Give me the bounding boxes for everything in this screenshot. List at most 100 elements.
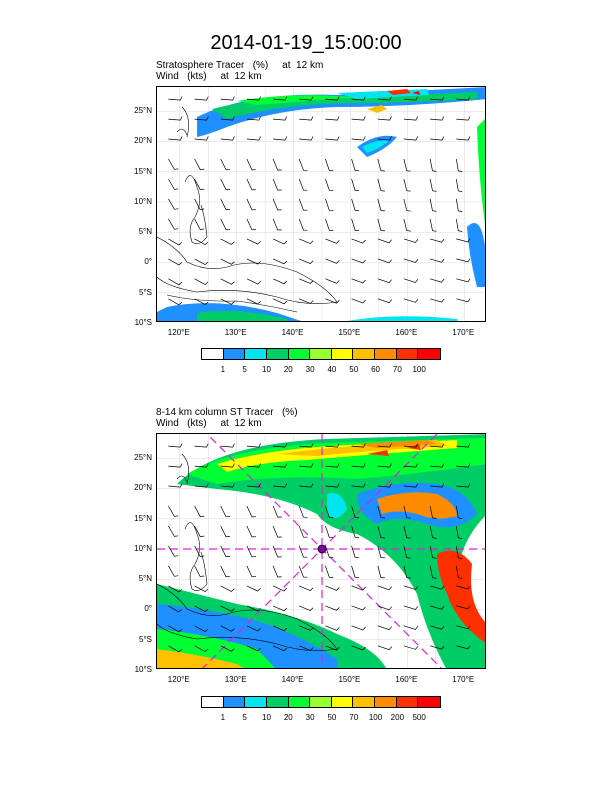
wind-barb bbox=[325, 136, 340, 141]
wind-barb bbox=[220, 198, 231, 211]
wind-barb bbox=[325, 605, 340, 611]
wind-barb bbox=[246, 116, 261, 121]
wind-barb bbox=[455, 158, 463, 172]
wind-barb bbox=[430, 298, 445, 303]
wind-barb bbox=[194, 198, 205, 210]
colorbar-label: 1 bbox=[220, 713, 226, 722]
wind-barb bbox=[456, 463, 471, 468]
colorbar-label: 100 bbox=[368, 713, 383, 722]
wind-barb bbox=[220, 625, 235, 632]
wind-barb bbox=[168, 625, 183, 633]
wind-barb bbox=[299, 136, 314, 141]
wind-barb bbox=[377, 96, 392, 101]
colorbar-swatch bbox=[310, 349, 332, 359]
colorbar-label: 200 bbox=[390, 713, 405, 722]
colorbar-swatch bbox=[353, 697, 376, 707]
wind-barb bbox=[272, 525, 282, 538]
wind-barb bbox=[299, 278, 314, 284]
wind-barb bbox=[377, 218, 385, 232]
wind-barb bbox=[377, 298, 392, 304]
colorbar-label: 30 bbox=[305, 365, 315, 374]
colorbar-swatch bbox=[202, 349, 224, 359]
wind-barb bbox=[272, 218, 282, 231]
lat-tick-label: 25°N bbox=[134, 453, 152, 463]
wind-barb bbox=[429, 178, 437, 192]
wind-barb bbox=[246, 178, 256, 191]
wind-barb bbox=[194, 136, 209, 141]
wind-barb bbox=[403, 218, 411, 232]
colorbar-swatch bbox=[223, 697, 246, 707]
wind-barb bbox=[403, 443, 419, 448]
colorbar-label: 70 bbox=[349, 713, 359, 722]
wind-barb bbox=[456, 645, 471, 650]
lat-tick-label: 15°N bbox=[134, 513, 152, 523]
wind-barb bbox=[246, 545, 256, 558]
colorbar-swatch bbox=[375, 349, 397, 359]
colorbar-swatch bbox=[396, 697, 419, 707]
wind-barb bbox=[325, 545, 334, 558]
wind-barb bbox=[272, 178, 282, 191]
wind-barb bbox=[194, 505, 205, 517]
wind-barb bbox=[325, 463, 340, 468]
colorbar-swatch bbox=[202, 697, 224, 707]
wind-barb bbox=[403, 545, 411, 559]
wind-barb bbox=[194, 298, 209, 305]
wind-barb bbox=[299, 645, 314, 651]
colorbar-label: 10 bbox=[262, 365, 271, 374]
wind-barb bbox=[325, 238, 340, 244]
wind-barb bbox=[403, 278, 419, 283]
wind-barb bbox=[325, 298, 340, 304]
wind-barb bbox=[403, 136, 419, 141]
colorbar-label: 50 bbox=[349, 365, 359, 374]
wind-barb bbox=[220, 298, 235, 305]
wind-barb bbox=[299, 298, 314, 304]
wind-barb bbox=[272, 605, 288, 612]
wind-barb bbox=[456, 258, 471, 263]
wind-barb bbox=[168, 158, 179, 170]
wind-barb bbox=[325, 585, 340, 591]
wind-barb bbox=[168, 136, 183, 141]
wind-barb bbox=[298, 545, 308, 558]
wind-barb bbox=[272, 645, 288, 652]
wind-barb bbox=[377, 505, 385, 519]
wind-barb bbox=[272, 625, 288, 632]
wind-barb bbox=[403, 625, 419, 630]
wind-barb bbox=[220, 483, 235, 488]
wind-barb bbox=[456, 96, 471, 101]
wind-barb bbox=[456, 116, 471, 121]
colorbar-label: 20 bbox=[283, 365, 293, 374]
lat-tick-label: 5°S bbox=[139, 634, 152, 644]
wind-barb bbox=[168, 463, 183, 468]
wind-barb bbox=[325, 158, 334, 171]
lon-tick-label: 130°E bbox=[224, 328, 247, 337]
wind-barb bbox=[246, 605, 261, 612]
wind-barb bbox=[325, 505, 334, 518]
colorbar-1 bbox=[201, 348, 441, 360]
lon-tick-label: 120°E bbox=[167, 675, 190, 684]
wind-barb bbox=[220, 605, 235, 612]
lat-tick-label: 20°N bbox=[134, 483, 152, 493]
wind-barb bbox=[220, 116, 235, 121]
wind-barb bbox=[272, 258, 288, 265]
colorbar-swatch bbox=[331, 349, 354, 359]
colorbar-swatch bbox=[418, 349, 441, 359]
colorbar-label: 30 bbox=[305, 713, 315, 722]
wind-barb bbox=[194, 545, 205, 557]
wind-barb bbox=[351, 483, 366, 488]
wind-barb bbox=[351, 258, 366, 264]
colorbar-swatch bbox=[223, 349, 246, 359]
map-2-svg bbox=[157, 434, 485, 668]
wind-barb bbox=[220, 545, 231, 558]
lon-tick-label: 150°E bbox=[338, 675, 361, 684]
wind-barb bbox=[377, 525, 385, 539]
lat-tick-label: 0° bbox=[144, 257, 152, 267]
wind-barb bbox=[246, 463, 261, 468]
wind-barb bbox=[403, 116, 419, 121]
wind-barb bbox=[325, 96, 340, 101]
wind-barb bbox=[272, 198, 282, 211]
wind-barb bbox=[455, 198, 463, 212]
wind-barb bbox=[168, 645, 183, 653]
lat-tick-label: 5°N bbox=[138, 227, 152, 237]
wind-barb bbox=[377, 443, 392, 448]
lat-tick-label: 5°N bbox=[138, 574, 152, 584]
